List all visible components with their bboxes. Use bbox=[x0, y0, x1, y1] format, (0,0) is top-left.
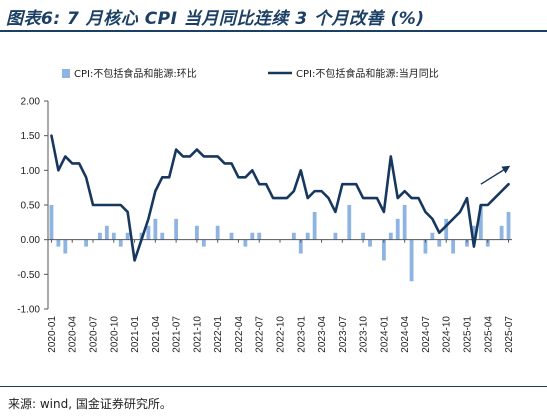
x-tick-label: 2021-10 bbox=[192, 316, 203, 353]
chart-svg: CPI:不包括食品和能源:环比 CPI:不包括食品和能源:当月同比 2.00 1.5… bbox=[17, 67, 515, 353]
x-tick-label: 2025-01 bbox=[462, 316, 473, 353]
y-tick-label: 0.00 bbox=[21, 235, 41, 246]
bar-mark bbox=[98, 232, 102, 240]
x-tick-label: 2023-10 bbox=[359, 316, 370, 353]
bar-mark bbox=[478, 205, 483, 240]
x-tick-label: 2020-10 bbox=[109, 316, 120, 353]
bar-mark bbox=[298, 239, 303, 254]
annotations bbox=[480, 165, 511, 185]
x-tick-label: 2025-04 bbox=[483, 316, 494, 353]
bar-mark bbox=[333, 232, 338, 240]
bar-mark bbox=[153, 218, 158, 240]
bar-mark bbox=[499, 225, 504, 240]
bar-mark bbox=[174, 218, 179, 240]
bar-mark bbox=[312, 211, 317, 240]
bar-mark bbox=[395, 218, 400, 240]
trend-arrow bbox=[480, 165, 511, 185]
x-tick-label: 2021-07 bbox=[172, 316, 183, 353]
y-axis: 2.00 1.50 1.00 0.50 0.00 -0.50 -1.00 bbox=[17, 97, 49, 316]
bar-mark bbox=[63, 239, 68, 254]
y-tick-label: 2.00 bbox=[21, 97, 41, 108]
bar-mark bbox=[160, 232, 165, 240]
x-tick-label: 2022-10 bbox=[276, 316, 287, 353]
bar-mark bbox=[423, 239, 428, 254]
bar-mark bbox=[104, 225, 109, 240]
x-tick-label: 2022-04 bbox=[234, 316, 245, 353]
y-tick-label: 0.50 bbox=[21, 201, 41, 212]
bar-mark bbox=[381, 239, 386, 261]
bar-mark bbox=[388, 232, 393, 240]
footer-divider bbox=[0, 386, 547, 387]
bar-mark bbox=[305, 232, 310, 240]
bar-mark bbox=[444, 218, 449, 240]
x-tick-label: 2022-01 bbox=[213, 316, 224, 353]
line-series bbox=[50, 134, 510, 262]
bar-mark bbox=[368, 239, 372, 247]
legend-label-mom: CPI:不包括食品和能源:环比 bbox=[74, 67, 197, 80]
bar-mark bbox=[125, 232, 130, 240]
bar-mark bbox=[250, 232, 255, 240]
bar-mark bbox=[402, 205, 407, 240]
bar-mark bbox=[485, 239, 490, 247]
bar-mark bbox=[49, 205, 54, 240]
bar-mark bbox=[451, 239, 456, 254]
x-tick-label: 2024-07 bbox=[421, 316, 432, 353]
bar-mark bbox=[56, 239, 61, 247]
title-divider bbox=[0, 30, 547, 32]
x-tick-label: 2020-01 bbox=[47, 316, 58, 353]
y-tick-label: -0.50 bbox=[17, 270, 40, 281]
x-tick-label: 2023-01 bbox=[296, 316, 307, 353]
bar-mark bbox=[291, 232, 296, 240]
bar-mark bbox=[118, 239, 123, 247]
bar-mark bbox=[347, 205, 352, 240]
x-axis: 2020-01 2020-04 2020-07 2020-10 2021-01 2021-… bbox=[47, 239, 515, 353]
bar-series bbox=[49, 205, 511, 282]
bar-mark bbox=[409, 239, 414, 282]
source-note: 来源: wind, 国金证券研究所。 bbox=[8, 397, 172, 411]
x-tick-label: 2025-07 bbox=[504, 316, 515, 353]
bar-mark bbox=[201, 239, 206, 247]
yoy-line bbox=[50, 134, 510, 262]
x-tick-label: 2024-10 bbox=[442, 316, 453, 353]
x-tick-label: 2020-07 bbox=[89, 316, 100, 353]
y-tick-label: 1.50 bbox=[21, 131, 41, 142]
legend-bar-swatch bbox=[62, 69, 70, 78]
bar-mark bbox=[215, 225, 220, 240]
bar-mark bbox=[430, 232, 435, 240]
x-tick-label: 2020-04 bbox=[68, 316, 79, 353]
x-tick-label: 2023-04 bbox=[317, 316, 328, 353]
x-tick-label: 2022-07 bbox=[255, 316, 266, 353]
bar-mark bbox=[243, 239, 248, 247]
x-tick-label: 2021-04 bbox=[151, 316, 162, 353]
y-tick-label: 1.00 bbox=[21, 166, 41, 177]
bar-mark bbox=[229, 232, 234, 240]
bar-mark bbox=[465, 239, 469, 247]
bar-mark bbox=[111, 232, 116, 240]
bar-mark bbox=[472, 225, 476, 240]
bar-mark bbox=[84, 239, 88, 247]
bar-mark bbox=[361, 232, 366, 240]
chart-title: 图表6: 7 月核心 CPI 当月同比连续 3 个月改善 (%) bbox=[6, 9, 425, 29]
bar-mark bbox=[194, 225, 199, 240]
x-tick-label: 2024-04 bbox=[400, 316, 411, 353]
bar-mark bbox=[437, 239, 442, 247]
x-tick-label: 2021-01 bbox=[130, 316, 141, 353]
bar-mark bbox=[506, 211, 511, 240]
x-tick-label: 2023-07 bbox=[338, 316, 349, 353]
x-tick-label: 2024-01 bbox=[379, 316, 390, 353]
bar-mark bbox=[146, 225, 151, 240]
bar-mark bbox=[257, 232, 262, 240]
y-tick-label: -1.00 bbox=[17, 305, 40, 316]
chart-legend: CPI:不包括食品和能源:环比 CPI:不包括食品和能源:当月同比 bbox=[62, 67, 439, 80]
legend-label-yoy: CPI:不包括食品和能源:当月同比 bbox=[296, 67, 439, 80]
